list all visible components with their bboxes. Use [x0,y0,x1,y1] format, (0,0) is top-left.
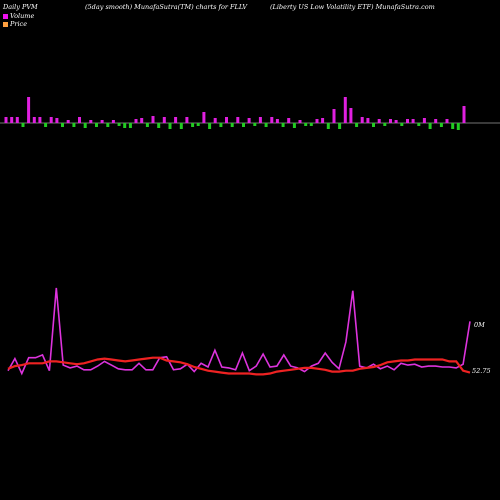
pvm-bar [270,117,274,123]
pvm-bar [55,118,59,123]
pvm-bar [10,117,14,123]
price-line [7,356,471,376]
pvm-bar [49,117,53,123]
series-lines [7,287,471,376]
pvm-bar [304,123,308,126]
pvm-bar [236,117,240,123]
pvm-bar [451,123,455,129]
legend-item-price: Price [3,20,27,28]
pvm-bar [202,112,206,123]
pvm-bar [72,123,76,127]
pvm-bar [179,123,183,129]
legend-item-volume: Volume [3,12,34,20]
pvm-bar [83,123,87,128]
pvm-bar [309,123,313,126]
pvm-bar [21,123,25,127]
pvm-bar [32,117,36,123]
pvm-bar [242,123,245,127]
pvm-bar [100,120,104,123]
volume-value-label: 0M [474,321,485,329]
pvm-bar [343,97,347,123]
pvm-bar [106,123,110,127]
pvm-bar [78,117,81,123]
pvm-bar [321,118,325,123]
pvm-bar [27,97,31,123]
pvm-bar [264,123,268,127]
pvm-bar [145,123,149,127]
pvm-bar [355,123,359,127]
pvm-bar [117,123,121,126]
pvm-bar [281,123,285,127]
chart-source: (Liberty US Low Volatility ETF) MunafaSu… [270,3,435,11]
pvm-bar [422,118,426,123]
pvm-bar [151,116,155,123]
pvm-bar [349,108,353,123]
pvm-bar [439,123,443,127]
chart-title: (5day smooth) MunafaSutra(TM) charts for… [85,3,248,11]
pvm-bar [428,123,432,129]
pvm-bar [208,123,212,129]
pvm-bar [338,123,342,129]
pvm-bar [157,123,161,128]
pvm-bar [191,123,195,127]
chart-label-left: Daily PVM [3,3,38,11]
legend-swatch-volume [3,13,8,19]
pvm-bar [406,119,409,123]
pvm-bar [174,117,178,123]
pvm-bar [168,123,172,129]
pvm-bar [462,106,466,123]
price-value-label: 52.75 [472,367,491,375]
pvm-bar [332,109,336,123]
pvm-bar [389,119,392,123]
volume-line [7,287,471,376]
pvm-bar [383,123,387,126]
pvm-bar [253,123,257,126]
pvm-bar [456,123,460,130]
pvm-bars [4,97,466,130]
pvm-bar [326,123,330,129]
pvm-bar [134,119,138,123]
legend-swatch-price [3,21,8,27]
pvm-bar [89,120,93,123]
pvm-bar [275,119,279,123]
pvm-bar [225,117,228,123]
pvm-bar [372,123,375,127]
pvm-bar [15,117,19,123]
pvm-bar [377,119,381,123]
pvm-bar [185,117,189,123]
pvm-bar [230,123,234,127]
pvm-bar [123,123,127,128]
pvm-bar [61,123,64,127]
pvm-bar [434,119,438,123]
legend-label-price: Price [10,20,28,28]
pvm-bar [44,123,48,127]
pvm-bar [247,118,251,123]
pvm-bar [4,117,8,123]
pvm-bar [315,119,319,123]
pvm-bar [258,117,262,123]
pvm-bar [66,120,70,123]
pvm-bar [445,119,449,123]
pvm-bar [366,118,370,123]
pvm-bar [219,123,223,127]
pvm-bar [360,117,364,123]
pvm-bar [400,123,404,126]
pvm-bar [292,123,296,128]
pvm-bar [298,120,302,123]
pvm-bar [38,117,42,123]
pvm-bar [162,117,166,123]
pvm-bar [287,118,291,123]
legend-label-volume: Volume [10,12,35,20]
pvm-bar [140,118,144,123]
pvm-bar [196,123,200,126]
pvm-bar [417,123,421,126]
pvm-bar [411,119,415,123]
pvm-bar [128,123,132,128]
pvm-bar [111,120,115,123]
pvm-bar [95,123,98,127]
pvm-bar [213,118,217,123]
pvm-bar [394,120,398,123]
